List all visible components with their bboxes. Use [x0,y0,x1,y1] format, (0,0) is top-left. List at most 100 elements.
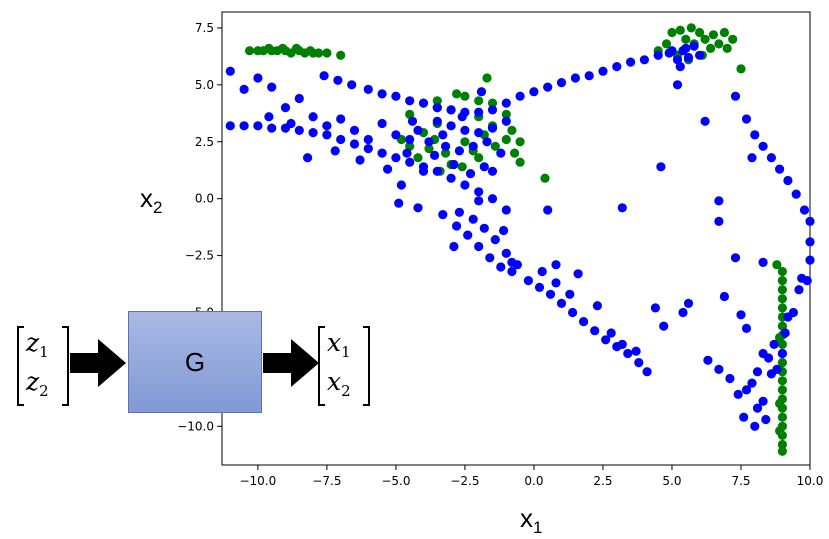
scatter-point-s0-74 [777,294,788,304]
scatter-point-s1-94 [468,141,478,151]
scatter-point-s1-162 [703,355,713,365]
scatter-point-s1-3 [267,123,277,133]
scatter-point-s1-141 [783,175,793,186]
scatter-point-s1-31 [363,134,373,145]
output-row-1: x1 [327,328,351,361]
generator-box: G [128,311,262,413]
scatter-point-s0-91 [777,446,788,456]
scatter-point-s0-10 [314,48,324,58]
scatter-point-s1-188 [394,198,404,208]
scatter-point-s1-97 [430,150,440,160]
scatter-point-s1-111 [501,248,511,258]
scatter-point-s1-82 [678,46,688,56]
scatter-point-s1-103 [418,166,429,176]
scatter-point-s1-68 [556,78,567,88]
left-bracket [318,326,325,406]
scatter-point-s1-10 [363,144,373,154]
scatter-point-s1-67 [543,82,553,92]
scatter-point-s1-101 [496,148,506,158]
input-row-2: z2 [26,367,49,400]
scatter-point-s1-163 [714,364,724,374]
right-bracket [62,326,69,406]
scatter-point-s1-0 [225,121,235,131]
scatter-point-s1-146 [805,255,815,265]
scatter-point-s0-61 [722,43,732,54]
scatter-point-s1-143 [799,205,810,215]
scatter-point-s1-126 [565,289,575,299]
scatter-point-s1-159 [719,291,730,302]
scatter-point-s1-15 [432,166,442,176]
scatter-point-s1-158 [714,216,724,226]
scatter-point-s1-60 [446,105,456,115]
scatter-point-s0-54 [675,25,685,35]
scatter-point-s0-71 [777,266,788,277]
scatter-point-s1-137 [750,130,760,140]
scatter-point-s1-100 [479,162,489,172]
scatter-point-s1-104 [438,130,448,140]
scatter-point-s1-26 [294,93,304,104]
scatter-point-s0-60 [714,39,724,49]
plot-frame [221,11,811,466]
scatter-point-s1-144 [805,216,815,226]
data-marks [225,23,815,456]
scatter-point-s1-84 [675,62,685,72]
scatter-point-s0-30 [515,137,525,147]
scatter-point-s1-87 [460,125,470,135]
scatter-point-s1-75 [653,50,663,60]
scatter-point-s1-1 [239,121,249,131]
x-tick-label-2: −5.0 [381,474,410,488]
scatter-point-s1-122 [623,348,633,359]
output-row-2: x2 [327,367,351,400]
scatter-point-s1-40 [383,164,393,174]
scatter-point-s0-24 [501,109,511,119]
scatter-point-s1-57 [405,96,415,106]
scatter-point-s1-153 [730,253,741,263]
scatter-point-s1-106 [407,116,418,126]
scatter-point-s0-68 [686,23,696,33]
scatter-point-s1-115 [545,289,556,299]
scatter-point-s1-55 [377,89,387,99]
scatter-point-s0-15 [291,43,302,54]
scatter-point-s1-62 [474,107,484,117]
scatter-point-s1-71 [598,66,608,76]
input-row-1: z1 [26,328,49,361]
scatter-point-s1-72 [612,62,622,72]
scatter-point-s1-102 [402,148,412,158]
scatter-point-s1-36 [286,118,296,129]
scatter-point-s1-90 [501,116,511,126]
scatter-point-s0-83 [777,376,788,386]
scatter-point-s1-23 [253,73,263,83]
scatter-point-s1-178 [772,364,782,374]
scatter-point-s0-11 [322,48,332,58]
scatter-point-s0-72 [777,276,788,286]
scatter-point-s1-59 [432,103,442,113]
scatter-point-s1-99 [465,169,476,179]
scatter-point-s1-127 [551,278,561,288]
scatter-point-s1-63 [487,105,498,115]
scatter-point-s1-95 [482,137,492,147]
scatter-point-s0-84 [777,385,788,395]
scatter-point-s0-36 [509,148,520,158]
scatter-point-s1-155 [797,273,807,283]
scatter-point-s0-46 [432,96,442,106]
scatter-point-s1-78 [689,41,699,51]
x-tick-label-4: 0.0 [524,474,543,488]
scatter-point-s1-150 [780,328,790,338]
scatter-point-s1-190 [476,87,487,97]
scatter-point-s1-93 [454,146,464,156]
scatter-point-s1-2 [253,121,263,131]
scatter-point-s1-12 [391,153,401,163]
scatter-point-s0-32 [424,144,434,154]
scatter-point-s0-12 [336,50,346,60]
y-tick-label-0: 7.5 [195,21,214,35]
scatter-point-s1-165 [733,389,743,399]
scatter-point-s1-182 [617,203,627,213]
scatter-point-s1-187 [474,196,484,206]
scatter-point-s1-51 [319,71,329,81]
scatter-point-s1-13 [405,157,415,167]
scatter-point-s0-47 [482,73,492,83]
scatter-point-s1-176 [750,421,760,431]
scatter-point-s1-160 [736,310,746,320]
scatter-point-s1-148 [794,285,804,295]
scatter-point-s1-50 [449,241,459,252]
